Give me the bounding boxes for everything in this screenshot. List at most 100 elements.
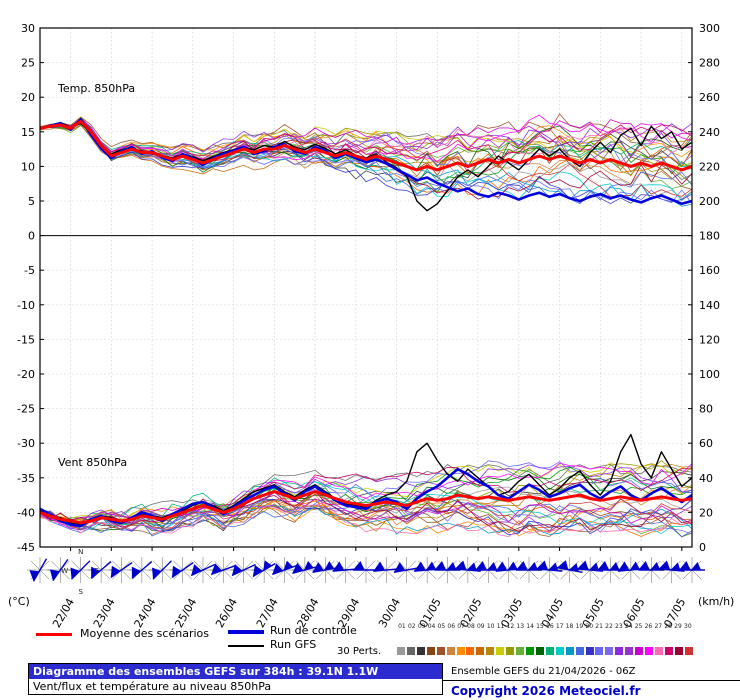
svg-text:220: 220 bbox=[699, 160, 720, 173]
svg-text:200: 200 bbox=[699, 195, 720, 208]
member-number: 20 bbox=[585, 623, 594, 630]
svg-text:10: 10 bbox=[21, 160, 35, 173]
member-color-swatch bbox=[397, 647, 405, 655]
svg-text:180: 180 bbox=[699, 230, 720, 243]
member-color-swatch bbox=[625, 647, 634, 655]
member-color-swatch bbox=[674, 647, 683, 655]
svg-text:23/04: 23/04 bbox=[91, 596, 118, 630]
svg-text:5: 5 bbox=[28, 195, 35, 208]
svg-text:160: 160 bbox=[699, 264, 720, 277]
member-number: 09 bbox=[476, 623, 485, 630]
member-color-swatch bbox=[456, 647, 465, 655]
svg-text:20: 20 bbox=[21, 91, 35, 104]
member-number: 05 bbox=[437, 623, 446, 630]
member-color-swatch bbox=[635, 647, 644, 655]
svg-text:(°C): (°C) bbox=[8, 595, 30, 608]
legend-control-label: Run de contrôle bbox=[270, 624, 357, 637]
legend-perts-label: 30 Perts. bbox=[337, 646, 382, 657]
member-color-swatch bbox=[506, 647, 515, 655]
run-info: Ensemble GEFS du 21/04/2026 - 06Z bbox=[443, 663, 740, 681]
member-color-swatch bbox=[654, 647, 663, 655]
member-color-swatch bbox=[664, 647, 673, 655]
svg-text:Vent 850hPa: Vent 850hPa bbox=[58, 456, 127, 469]
svg-text:240: 240 bbox=[699, 126, 720, 139]
member-color-swatch bbox=[565, 647, 574, 655]
svg-text:140: 140 bbox=[699, 299, 720, 312]
legend-member-numbers: 01 02 03 04 05 06 07 08 09 10 11 12 13 14 15 16 17 18 19 20… bbox=[397, 623, 693, 630]
member-number: 29 bbox=[674, 623, 682, 630]
member-color-swatch bbox=[466, 647, 475, 655]
member-color-swatch bbox=[436, 647, 445, 655]
svg-text:22/04: 22/04 bbox=[50, 596, 77, 630]
member-color-swatch bbox=[516, 647, 525, 655]
member-number: 01 bbox=[398, 623, 406, 630]
member-number: 11 bbox=[496, 623, 505, 630]
svg-text:-5: -5 bbox=[24, 264, 35, 277]
member-number: 23 bbox=[615, 623, 623, 630]
member-color-swatch bbox=[585, 647, 594, 655]
svg-text:Temp. 850hPa: Temp. 850hPa bbox=[57, 82, 135, 95]
member-number: 15 bbox=[536, 623, 544, 630]
svg-text:30: 30 bbox=[21, 22, 35, 35]
member-number: 02 bbox=[407, 623, 416, 630]
member-color-swatch bbox=[595, 647, 604, 655]
member-color-swatch bbox=[496, 647, 505, 655]
svg-text:-40: -40 bbox=[17, 506, 35, 519]
svg-text:-45: -45 bbox=[17, 541, 35, 554]
member-color-swatch bbox=[446, 647, 455, 655]
member-color-swatch bbox=[545, 647, 554, 655]
member-number: 03 bbox=[417, 623, 426, 630]
member-color-swatch bbox=[535, 647, 544, 655]
svg-text:60: 60 bbox=[699, 437, 713, 450]
member-number: 26 bbox=[644, 623, 653, 630]
member-number: 08 bbox=[467, 623, 475, 630]
svg-text:(km/h): (km/h) bbox=[698, 595, 734, 608]
svg-text:40: 40 bbox=[699, 472, 713, 485]
svg-text:260: 260 bbox=[699, 91, 720, 104]
svg-text:120: 120 bbox=[699, 333, 720, 346]
member-number: 22 bbox=[605, 623, 613, 630]
member-number: 19 bbox=[575, 623, 584, 630]
footer-info-box: Diagramme des ensembles GEFS sur 384h : … bbox=[28, 663, 443, 695]
svg-text:W: W bbox=[61, 567, 68, 575]
svg-text:-15: -15 bbox=[17, 333, 35, 346]
member-number: 06 bbox=[447, 623, 456, 630]
svg-text:0: 0 bbox=[28, 230, 35, 243]
member-number: 17 bbox=[555, 623, 564, 630]
member-number: 21 bbox=[595, 623, 603, 630]
svg-text:24/04: 24/04 bbox=[132, 596, 159, 630]
ensemble-chart: -45-40-35-30-25-20-15-10-505101520253002… bbox=[8, 22, 734, 630]
svg-text:-25: -25 bbox=[17, 403, 35, 416]
member-number: 07 bbox=[457, 623, 465, 630]
svg-text:-35: -35 bbox=[17, 472, 35, 485]
member-color-swatch bbox=[486, 647, 495, 655]
member-number: 13 bbox=[516, 623, 525, 630]
svg-text:26/04: 26/04 bbox=[213, 596, 240, 630]
member-color-swatch bbox=[476, 647, 485, 655]
member-color-swatch bbox=[684, 647, 693, 655]
member-color-swatch bbox=[605, 647, 614, 655]
member-number: 16 bbox=[546, 623, 554, 630]
member-number: 04 bbox=[427, 623, 436, 630]
member-number: 25 bbox=[634, 623, 643, 630]
chart-title: Diagramme des ensembles GEFS sur 384h : … bbox=[29, 664, 442, 679]
svg-text:-10: -10 bbox=[17, 299, 35, 312]
member-number: 14 bbox=[526, 623, 534, 630]
legend-member-color-swatches bbox=[397, 647, 693, 655]
svg-text:15: 15 bbox=[21, 126, 35, 139]
copyright: Copyright 2026 Meteociel.fr bbox=[451, 684, 641, 698]
svg-text:25/04: 25/04 bbox=[172, 596, 199, 630]
svg-text:80: 80 bbox=[699, 403, 713, 416]
svg-text:S: S bbox=[79, 588, 84, 596]
svg-text:25: 25 bbox=[21, 57, 35, 70]
member-number: 12 bbox=[506, 623, 515, 630]
member-color-swatch bbox=[416, 647, 425, 655]
member-number: 28 bbox=[664, 623, 672, 630]
svg-text:N: N bbox=[78, 548, 83, 556]
chart-subtitle: Vent/flux et température au niveau 850hP… bbox=[33, 680, 272, 693]
legend-mean-swatch bbox=[36, 633, 72, 636]
svg-text:300: 300 bbox=[699, 22, 720, 35]
svg-text:E: E bbox=[95, 567, 99, 575]
legend-control-swatch bbox=[228, 630, 264, 634]
member-number: 24 bbox=[624, 623, 633, 630]
